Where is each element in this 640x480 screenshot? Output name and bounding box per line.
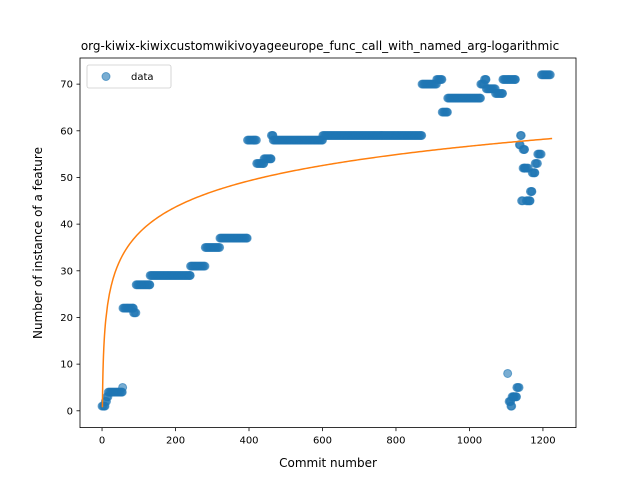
data-point: [507, 401, 517, 411]
data-point: [185, 270, 195, 280]
y-axis-label: Number of instance of a feature: [31, 147, 45, 339]
y-tick-label: 60: [60, 126, 73, 137]
legend-box: [86, 64, 172, 89]
fit-line: [101, 137, 553, 408]
data-point: [514, 382, 524, 392]
chart-title: org-kiwix-kiwixcustomwikivoyageeurope_fu…: [81, 39, 559, 53]
data-point: [266, 154, 276, 164]
data-point: [481, 74, 491, 84]
data-point: [532, 158, 542, 168]
x-axis-label: Commit number: [279, 456, 377, 470]
x-tick-label: 1200: [530, 436, 555, 447]
data-point: [520, 144, 530, 154]
data-point: [525, 196, 535, 206]
axes-frame: [79, 57, 577, 429]
y-tick-label: 40: [60, 220, 73, 231]
legend-label-data: data: [131, 72, 154, 83]
data-point: [475, 93, 485, 103]
y-tick-label: 50: [60, 173, 73, 184]
data-point: [503, 368, 513, 378]
data-point: [498, 88, 508, 98]
data-point: [510, 74, 520, 84]
data-point: [215, 242, 225, 252]
data-point: [437, 74, 447, 84]
y-axis: 0 10 20 30 40 50 60 70: [60, 80, 80, 417]
x-tick-label: 0: [99, 436, 105, 447]
x-tick-label: 200: [166, 436, 185, 447]
x-tick-label: 1000: [457, 436, 482, 447]
legend: data: [86, 64, 172, 89]
data-point: [511, 392, 521, 402]
y-tick-label: 10: [60, 360, 73, 371]
data-point: [200, 261, 210, 271]
data-point: [442, 107, 452, 117]
data-point: [516, 130, 526, 140]
y-tick-label: 70: [60, 80, 73, 91]
data-point: [545, 70, 555, 80]
data-point: [242, 233, 252, 243]
data-point: [536, 149, 546, 159]
y-tick-label: 0: [67, 406, 73, 417]
data-point: [131, 308, 141, 318]
x-tick-label: 600: [313, 436, 332, 447]
y-tick-label: 20: [60, 313, 73, 324]
data-point: [417, 130, 427, 140]
data-point: [527, 186, 537, 196]
data-point: [530, 168, 540, 178]
y-tick-label: 30: [60, 266, 73, 277]
plot-area: [97, 70, 555, 411]
data-point: [251, 135, 261, 145]
x-tick-label: 800: [386, 436, 405, 447]
x-axis: 0 200 400 600 800 1000 1200: [99, 427, 556, 447]
legend-marker-data: [101, 72, 111, 81]
x-tick-label: 400: [239, 436, 258, 447]
data-point: [145, 280, 155, 290]
data-point: [118, 382, 128, 392]
